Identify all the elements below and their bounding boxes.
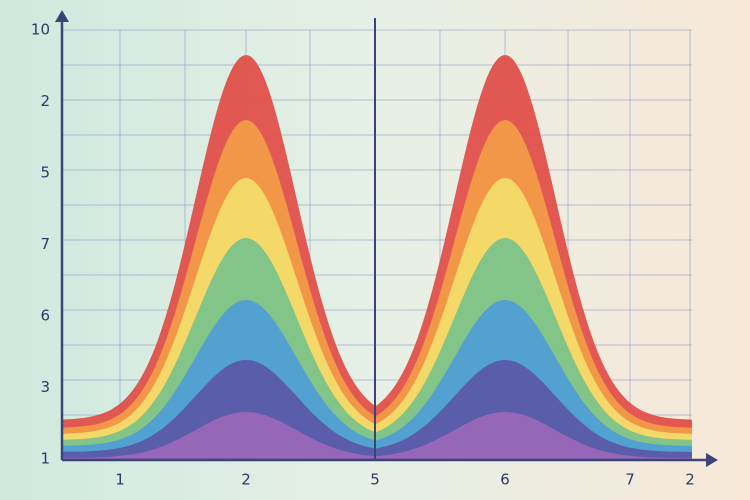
y-tick-label: 3 [40,378,50,396]
x-tick-label: 5 [370,471,380,489]
y-tick-label: 5 [40,164,50,182]
y-tick-label: 1 [40,450,50,468]
y-tick-label: 2 [40,92,50,110]
rainbow-band [375,412,692,460]
y-tick-label: 10 [31,21,50,39]
rainbow-band [62,412,375,460]
x-tick-label: 1 [115,471,125,489]
x-tick-label: 2 [685,471,695,489]
y-axis-arrow [55,10,69,22]
axes [55,10,718,467]
x-tick-label: 2 [241,471,251,489]
y-tick-label: 7 [40,235,50,253]
x-tick-label: 6 [500,471,510,489]
x-axis-arrow [706,453,718,467]
rainbow-bumps [62,55,692,460]
y-tick-label: 6 [40,307,50,325]
x-tick-label: 7 [625,471,635,489]
labels: 10 2 5 7 6 3 1 1 2 5 6 7 2 [31,21,695,489]
